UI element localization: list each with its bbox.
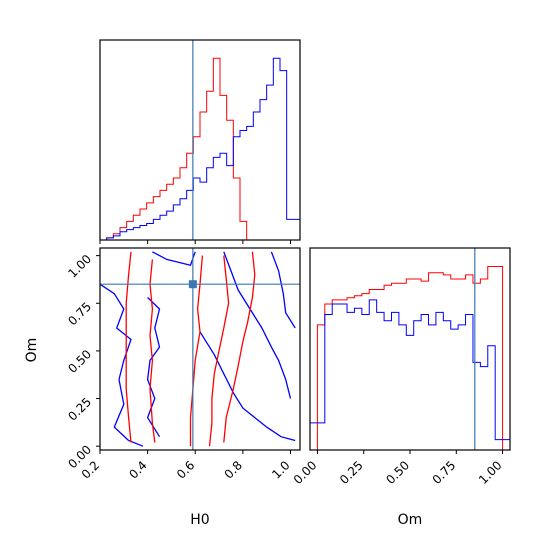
h0-hist-series-1 bbox=[100, 57, 300, 241]
h0-marginal-frame bbox=[99, 39, 301, 241]
red-contour-4 bbox=[223, 251, 256, 443]
om-xtick-label-4: 1.00 bbox=[476, 458, 505, 487]
blue-contour-5 bbox=[270, 251, 296, 329]
om-xtick-label-0: 0.00 bbox=[291, 458, 320, 487]
contour-ytick-label-2: 0.50 bbox=[65, 347, 94, 376]
red-contour-2 bbox=[189, 255, 204, 447]
red-contour-0 bbox=[125, 251, 132, 443]
contour-ytick-label-3: 0.75 bbox=[65, 299, 94, 328]
contour-xtick-label-2: 0.6 bbox=[174, 458, 197, 481]
blue-contour-4 bbox=[152, 251, 196, 266]
blue-contour-2 bbox=[223, 251, 292, 399]
contour-truth-marker bbox=[188, 280, 197, 289]
contour-xtick-label-1: 0.4 bbox=[126, 458, 149, 481]
h0-om-contour-panel: 0.2 0.4 0.6 0.8 1.00.000.250.500.751.00 H0 O… bbox=[24, 247, 301, 528]
contour-ytick-label-4: 1.00 bbox=[65, 252, 94, 281]
om-marginal-frame bbox=[309, 247, 511, 451]
om-xtick-label-3: 0.75 bbox=[430, 458, 459, 487]
red-contour-3 bbox=[208, 255, 230, 447]
h0-om-contour-frame bbox=[99, 247, 301, 451]
h0-marginal-panel bbox=[99, 39, 301, 244]
contour-ytick-label-1: 0.25 bbox=[65, 395, 94, 424]
x-axis-label-om: Om bbox=[398, 512, 423, 528]
om-marginal-panel: 0.00 0.25 0.50 0.75 1.00 Om bbox=[291, 247, 511, 528]
h0-hist-series-0 bbox=[100, 57, 300, 241]
x-axis-label-h0: H0 bbox=[190, 512, 209, 528]
red-contour-1 bbox=[149, 259, 156, 443]
om-hist-series-0 bbox=[310, 266, 510, 451]
contour-xtick-label-3: 0.8 bbox=[222, 458, 245, 481]
y-axis-label-om: Om bbox=[24, 338, 40, 363]
om-hist-series-1 bbox=[309, 299, 510, 450]
om-xtick-label-1: 0.25 bbox=[337, 458, 366, 487]
om-xtick-label-2: 0.50 bbox=[383, 458, 412, 487]
blue-contour-1 bbox=[146, 297, 161, 438]
contour-xtick-label-4: 1.0 bbox=[269, 458, 292, 481]
blue-contour-3 bbox=[199, 331, 296, 442]
blue-contour-0 bbox=[100, 283, 144, 447]
